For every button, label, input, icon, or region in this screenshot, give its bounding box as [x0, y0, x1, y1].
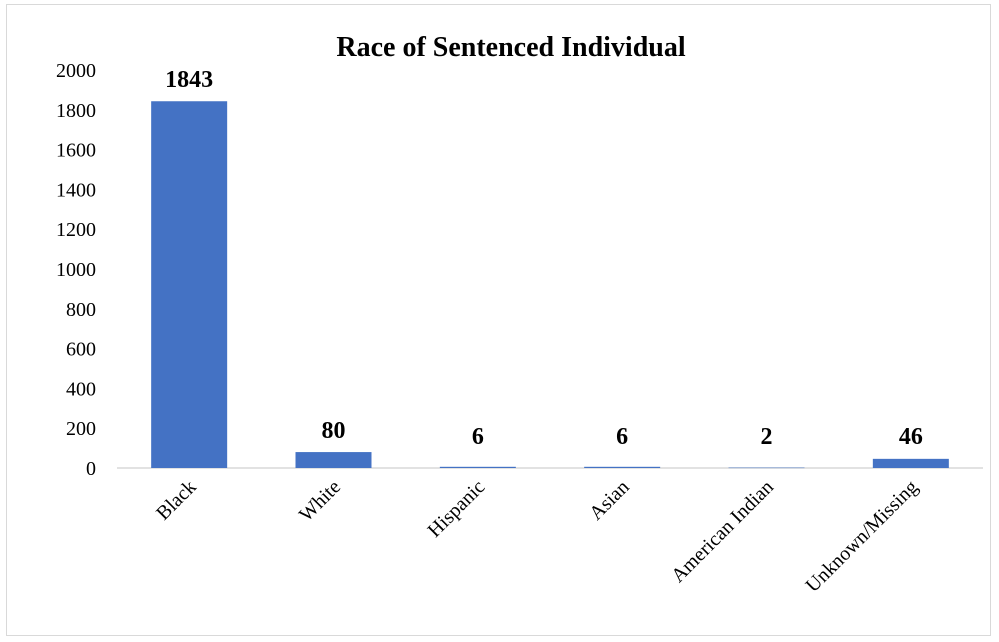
bar	[872, 458, 949, 468]
y-tick-label: 800	[66, 299, 96, 321]
data-label: 80	[322, 418, 346, 444]
category-label: Hispanic	[424, 476, 490, 542]
bar	[151, 101, 228, 469]
data-label: 1843	[165, 67, 213, 93]
category-label: Asian	[585, 476, 634, 525]
y-tick-label: 600	[66, 339, 96, 361]
bar	[295, 452, 372, 468]
data-label: 6	[472, 424, 484, 450]
bar	[439, 466, 516, 468]
data-label: 2	[761, 424, 773, 450]
y-tick-label: 1000	[56, 259, 96, 281]
data-labels: 1843 80 6 6 2 46	[165, 67, 923, 450]
category-labels: Black White Hispanic Asian American Indian Un…	[152, 476, 922, 597]
y-tick-label: 1400	[56, 179, 96, 201]
data-label: 6	[616, 424, 628, 450]
bar	[728, 467, 805, 469]
y-tick-label: 2000	[56, 60, 96, 82]
category-label: Black	[152, 476, 201, 525]
y-tick-label: 200	[66, 418, 96, 440]
y-tick-label: 0	[86, 458, 96, 480]
y-tick-label: 1200	[56, 219, 96, 241]
y-tick-label: 1800	[56, 100, 96, 122]
category-label: White	[295, 476, 345, 526]
chart-title: Race of Sentenced Individual	[336, 32, 685, 63]
data-label: 46	[899, 424, 923, 450]
category-label: American Indian	[667, 476, 778, 587]
y-tick-label: 400	[66, 378, 96, 400]
y-tick-label: 1600	[56, 140, 96, 162]
category-label: Unknown/Missing	[802, 476, 923, 597]
y-axis-ticks: 0 200 400 600 800 1000 1200 1400 1600 1800 2000	[56, 60, 96, 480]
bar	[584, 466, 661, 468]
bars	[151, 101, 949, 469]
